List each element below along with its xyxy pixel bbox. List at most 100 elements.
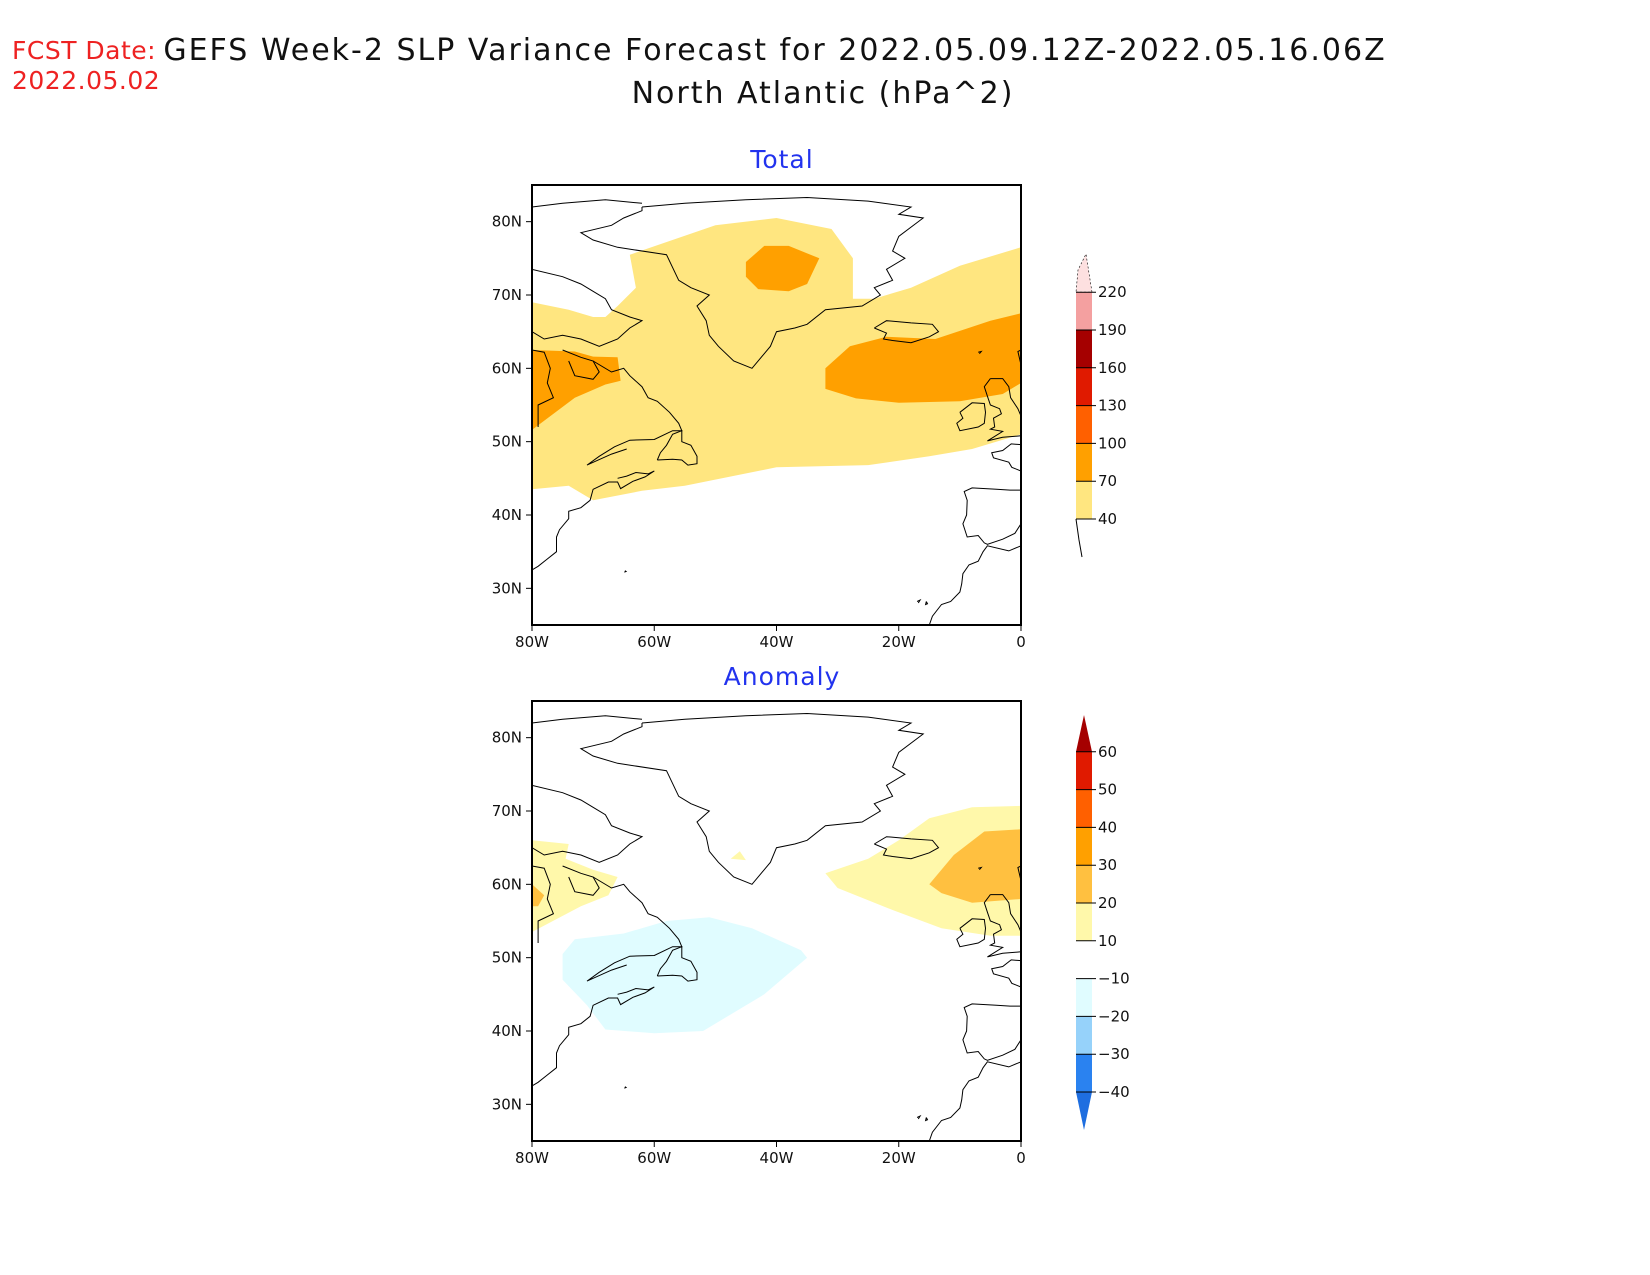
- x-tick-label: 60W: [637, 633, 671, 651]
- panel-title-anomaly: Anomaly: [723, 662, 841, 691]
- x-tick-label: 40W: [760, 633, 794, 651]
- coastline: [962, 487, 1021, 545]
- colorbar-box-100: [1076, 405, 1092, 444]
- coastline: [532, 349, 555, 427]
- colorbar-box-30: [1076, 827, 1092, 866]
- coastline: [916, 1114, 922, 1120]
- coastline: [924, 601, 929, 606]
- colorbar-label: 130: [1098, 397, 1127, 415]
- coastline: [532, 199, 643, 208]
- coastline: [532, 470, 655, 571]
- coastline: [562, 349, 600, 380]
- colorbar-extend-top: [1076, 715, 1092, 752]
- shaded-region-40-70: [532, 218, 1021, 501]
- colorbar-label: 40: [1098, 510, 1117, 528]
- coastline: [990, 894, 1021, 933]
- y-tick-label: 50N: [492, 949, 522, 967]
- x-tick-label: 20W: [882, 633, 916, 651]
- figure-subtitle: North Atlantic (hPa^2): [631, 76, 1015, 111]
- colorbar-label: −10: [1098, 970, 1130, 988]
- y-tick-label: 80N: [492, 213, 522, 231]
- forecast-date-value: 2022.05.02: [12, 66, 161, 95]
- colorbar-label: 10: [1098, 932, 1117, 950]
- coastline: [928, 1061, 1021, 1141]
- coastline: [983, 894, 1021, 958]
- shaded-region-10-20: [730, 851, 746, 861]
- coastline: [991, 959, 1021, 988]
- colorbar-anomaly: −40 −30 −20 −10 10 20 30 40 50 60: [1076, 715, 1130, 1130]
- coastline: [656, 429, 698, 466]
- map-panel-total: 30N 40N 50N 60N 70N 80N 80W 60W 40W 20W 0: [492, 184, 1026, 651]
- colorbar-total: 40 70 100 130 160 190 220: [1075, 253, 1127, 558]
- coastline: [874, 836, 940, 860]
- shaded-region-10-20: [532, 840, 618, 932]
- x-tick-label: 80W: [515, 1149, 549, 1167]
- colorbar-label: 220: [1098, 283, 1127, 301]
- coastline: [624, 1086, 628, 1089]
- y-tick-label: 40N: [492, 1022, 522, 1040]
- colorbar-box-40: [1076, 481, 1092, 519]
- x-tick-label: 40W: [760, 1149, 794, 1167]
- y-tick-label: 40N: [492, 506, 522, 524]
- colorbar-label: 70: [1098, 472, 1117, 490]
- coastline: [916, 598, 922, 604]
- x-tick-label: 20W: [882, 1149, 916, 1167]
- colorbar-extend-bottom: [1076, 1092, 1092, 1130]
- coastline: [579, 712, 925, 885]
- coastline: [1017, 349, 1021, 365]
- x-tick-label: 80W: [515, 633, 549, 651]
- y-tick-label: 60N: [492, 875, 522, 893]
- y-tick-label: 30N: [492, 579, 522, 597]
- forecast-date-block: FCST Date: 2022.05.02: [12, 36, 160, 96]
- forecast-date-label: FCST Date:: [12, 36, 157, 65]
- colorbar-box-130: [1076, 367, 1092, 406]
- coastline: [532, 865, 555, 943]
- shaded-region-70-100: [745, 245, 820, 292]
- coastline: [586, 360, 683, 466]
- coastline: [956, 402, 987, 432]
- coastline: [983, 378, 1021, 442]
- figure-title: GEFS Week-2 SLP Variance Forecast for 20…: [163, 33, 1387, 68]
- map-plot-area: [532, 712, 1021, 1141]
- colorbar-label: 190: [1098, 321, 1127, 339]
- y-tick-label: 70N: [492, 286, 522, 304]
- colorbar-box--20: [1076, 978, 1092, 1017]
- colorbar-label: −20: [1098, 1007, 1130, 1025]
- colorbar-box-70: [1076, 443, 1092, 482]
- colorbar-box-10: [1076, 903, 1092, 941]
- y-tick-label: 70N: [492, 802, 522, 820]
- colorbar-box-20: [1076, 865, 1092, 903]
- colorbar-box--30: [1076, 1016, 1092, 1055]
- shaded-region-70-100: [825, 313, 1021, 403]
- coastline: [586, 876, 683, 982]
- panel-title-total: Total: [750, 145, 814, 174]
- coastline: [924, 1117, 929, 1122]
- coastline: [562, 865, 600, 896]
- shaded-region-20-30: [929, 829, 1021, 903]
- coastline: [1017, 865, 1021, 881]
- y-tick-label: 50N: [492, 433, 522, 451]
- coastline: [991, 443, 1021, 472]
- x-tick-label: 0: [1016, 1149, 1026, 1167]
- colorbar-label: −40: [1098, 1083, 1130, 1101]
- x-tick-label: 0: [1016, 633, 1026, 651]
- x-tick-label: 60W: [637, 1149, 671, 1167]
- coastline: [978, 350, 983, 355]
- map-panel-anomaly: 30N 40N 50N 60N 70N 80N 80W 60W 40W 20W 0: [492, 700, 1026, 1167]
- colorbar-box--10: [1076, 940, 1092, 979]
- map-plot-area: [532, 196, 1021, 625]
- coastline: [532, 715, 643, 724]
- colorbar-label: 30: [1098, 856, 1117, 874]
- colorbar-label: 40: [1098, 818, 1117, 836]
- colorbar-label: −30: [1098, 1045, 1130, 1063]
- coastline: [956, 918, 987, 948]
- colorbar-box--40: [1076, 1054, 1092, 1092]
- colorbar-extend-bottom: [1075, 518, 1083, 558]
- colorbar-label: 60: [1098, 743, 1117, 761]
- shaded-region--20--10: [562, 917, 808, 1034]
- coastline: [874, 320, 940, 344]
- colorbar-label: 50: [1098, 781, 1117, 799]
- colorbar-box-50: [1076, 751, 1092, 790]
- coastline: [656, 945, 698, 982]
- colorbar-extend-top: [1075, 253, 1093, 293]
